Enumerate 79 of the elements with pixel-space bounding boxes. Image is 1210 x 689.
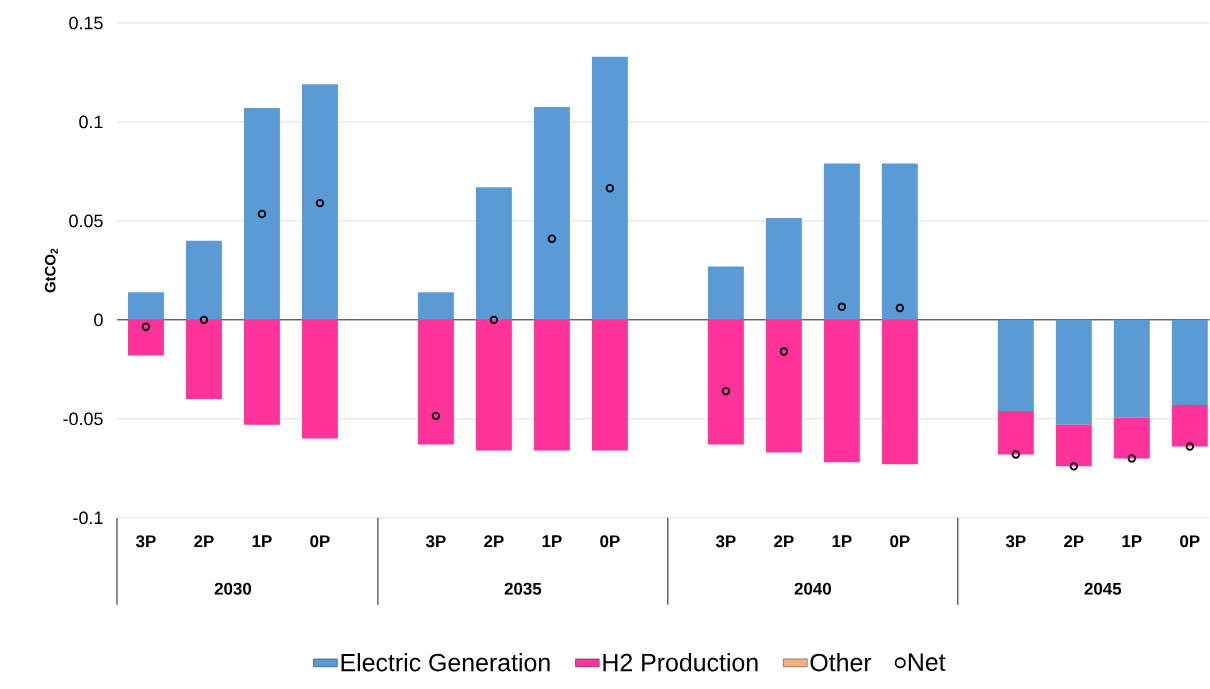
point bbox=[605, 184, 615, 193]
bar bbox=[475, 320, 512, 451]
y-tick-label: 0.05 bbox=[69, 214, 103, 228]
text: 2035 bbox=[504, 582, 542, 595]
bar bbox=[533, 107, 570, 321]
x-tick-label: 3P bbox=[1005, 535, 1026, 548]
bar bbox=[417, 320, 454, 445]
bar bbox=[881, 320, 918, 465]
bar bbox=[301, 84, 338, 321]
point bbox=[1011, 450, 1021, 459]
text: 2045 bbox=[1084, 582, 1122, 595]
text: 2030 bbox=[214, 582, 252, 595]
bar bbox=[1171, 320, 1208, 406]
bar bbox=[243, 320, 280, 425]
point bbox=[431, 411, 441, 421]
x-tick-label: 0P bbox=[600, 535, 620, 548]
y-tick-label: 0.15 bbox=[69, 16, 103, 30]
bar bbox=[707, 320, 744, 445]
bar bbox=[1055, 424, 1092, 467]
bar bbox=[417, 292, 454, 321]
bar bbox=[185, 320, 222, 400]
x-tick-label: 0P bbox=[310, 535, 330, 548]
point bbox=[1185, 442, 1194, 451]
x-tick-label: 2P bbox=[774, 535, 794, 548]
point bbox=[141, 322, 151, 332]
x-tick-label: 1P bbox=[832, 535, 852, 548]
bar bbox=[243, 108, 280, 321]
x-tick-label: 1P bbox=[542, 535, 562, 548]
y-axis-title: GtCO$_{2}$ bbox=[44, 248, 58, 293]
point bbox=[315, 199, 325, 208]
bar bbox=[475, 187, 512, 321]
x-tick-label: 0P bbox=[1180, 535, 1200, 548]
bar bbox=[1113, 320, 1150, 418]
bar bbox=[127, 292, 164, 321]
bar bbox=[765, 218, 802, 321]
x-tick-label: 3P bbox=[715, 535, 736, 548]
x-tick-label: 1P bbox=[1122, 535, 1142, 548]
point bbox=[547, 234, 557, 244]
point bbox=[837, 302, 847, 312]
x-tick-label: 2P bbox=[194, 535, 214, 548]
bar bbox=[997, 411, 1034, 455]
bar bbox=[591, 320, 628, 451]
legend-label: Net bbox=[908, 653, 946, 672]
y-tick-label: 0 bbox=[94, 313, 103, 327]
bar bbox=[533, 320, 570, 451]
y-tick-label: -0.1 bbox=[73, 511, 103, 525]
bar bbox=[301, 320, 338, 439]
legend-label: Other bbox=[810, 653, 872, 672]
bar bbox=[127, 320, 164, 356]
point bbox=[257, 209, 267, 219]
legend-label: H2 Production bbox=[603, 653, 758, 672]
bar bbox=[823, 320, 860, 463]
point bbox=[199, 315, 209, 325]
point bbox=[489, 315, 499, 325]
point bbox=[1127, 454, 1137, 463]
legend-label: Electric Generation bbox=[341, 653, 550, 672]
bar bbox=[823, 163, 860, 321]
y-tick-label: 0.1 bbox=[79, 115, 103, 129]
x-tick-label: 3P bbox=[135, 535, 156, 548]
x-tick-label: 3P bbox=[425, 535, 446, 548]
x-tick-label: 1P bbox=[252, 535, 272, 548]
text: 2040 bbox=[794, 582, 831, 595]
bar bbox=[707, 266, 744, 321]
bar bbox=[881, 163, 918, 321]
bar bbox=[1113, 417, 1150, 459]
x-tick-label: 0P bbox=[890, 535, 910, 548]
point bbox=[895, 303, 905, 313]
bar bbox=[765, 320, 802, 453]
bar bbox=[1171, 405, 1208, 447]
y-tick-label: -0.05 bbox=[63, 412, 103, 426]
x-tick-label: 2P bbox=[1064, 535, 1084, 548]
bar bbox=[1055, 320, 1092, 425]
point bbox=[721, 387, 731, 396]
bar bbox=[591, 56, 628, 321]
x-tick-label: 2P bbox=[484, 535, 504, 548]
bar bbox=[997, 320, 1034, 412]
point bbox=[779, 347, 789, 356]
point bbox=[1069, 462, 1079, 471]
bar bbox=[185, 240, 222, 321]
